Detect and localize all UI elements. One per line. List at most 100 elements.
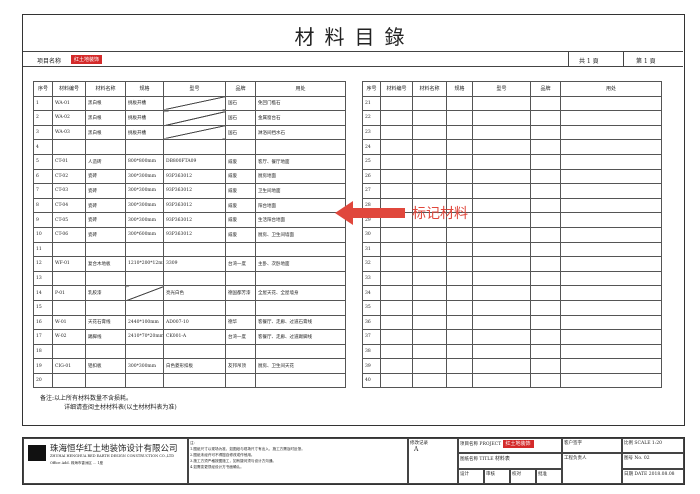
table-cell <box>380 95 413 112</box>
table-cell <box>560 153 662 170</box>
company-logo: 红土地装饰 <box>71 55 103 64</box>
table-cell <box>380 183 413 199</box>
table-cell <box>163 95 226 112</box>
table-cell <box>472 183 531 199</box>
table-cell <box>163 241 226 258</box>
table-cell <box>446 241 473 258</box>
table-cell: 3 <box>33 124 53 141</box>
table-cell <box>163 270 226 287</box>
table-cell: 15 <box>33 299 53 316</box>
column-header: 材料编号 <box>380 81 413 97</box>
table-row: 9 CT-05 瓷砖 300*300mm 93P363012 威俊 生活阳台地面 <box>33 212 346 228</box>
table-cell: 复合木地板 <box>85 256 126 272</box>
table-cell <box>163 372 226 389</box>
table-cell <box>560 314 662 331</box>
table-cell <box>412 124 447 141</box>
table-cell: 25 <box>362 153 381 170</box>
page-number: 第 1 頁 <box>623 51 668 67</box>
design-cell: 设计 <box>458 469 484 484</box>
table-cell <box>163 124 226 141</box>
table-cell <box>530 241 561 258</box>
scale-label: 比例 SCALE <box>624 441 651 446</box>
table-cell: WA-01 <box>52 95 86 112</box>
table-cell <box>412 299 447 316</box>
table-cell <box>560 212 662 228</box>
table-cell <box>446 124 473 141</box>
table-cell: 威俊 <box>225 226 256 243</box>
table-cell <box>380 256 413 272</box>
table-cell: 瓷砖 <box>85 212 126 228</box>
table-cell: 19 <box>33 358 53 374</box>
table-cell: CIG-01 <box>52 358 86 374</box>
table-row: 20 <box>33 372 346 389</box>
table-row: 28 <box>362 197 662 214</box>
table-cell: 挑板开槽 <box>125 110 164 126</box>
table-cell: 13 <box>33 270 53 287</box>
table-row: 29 <box>362 212 662 228</box>
table-cell: W-02 <box>52 329 86 345</box>
table-cell: 台湾一度 <box>225 256 256 272</box>
table-cell: 17 <box>33 329 53 345</box>
table-cell: 93P363012 <box>163 183 226 199</box>
table-cell <box>125 241 164 258</box>
company-name: 珠海恒华红土地装饰设计有限公司 <box>50 444 178 454</box>
annotation-label: 标记材料 <box>412 206 468 222</box>
table-cell <box>530 124 561 141</box>
table-cell: 800*800mm <box>125 153 164 170</box>
title-block: 珠海恒华红土地装饰设计有限公司 ZHUHAI HENGHUA RED EARTH… <box>22 437 685 485</box>
column-header: 序号 <box>33 81 53 97</box>
table-cell: DB800FTA09 <box>163 153 226 170</box>
table-cell: 34 <box>362 285 381 301</box>
table-cell <box>446 256 473 272</box>
table-cell <box>380 372 413 389</box>
table-cell <box>380 139 413 155</box>
table-row: 21 <box>362 95 662 112</box>
date-cell: 日期 DATE 2018.08.08 <box>622 469 684 484</box>
materials-table-left: 序号 材料编号 材料名称 规格 型号 品牌 用处 1 WA-01 黑白根 挑板开槽 国石 免回门槛石 2 W… <box>33 81 346 389</box>
table-cell <box>530 329 561 345</box>
table-cell <box>472 168 531 185</box>
table-cell <box>446 226 473 243</box>
table-cell <box>380 226 413 243</box>
table-row: 3 WA-03 黑白根 挑板开槽 国石 淋浴间挡水石 <box>33 124 346 141</box>
table-cell <box>560 110 662 126</box>
table-row: 14 P-01 乳胶漆 亮光白色 德国都芳漆 全屋天花、全屋墙身 <box>33 285 346 301</box>
table-cell <box>380 358 413 374</box>
table-row: 37 <box>362 329 662 345</box>
table-cell <box>412 95 447 112</box>
table-row: 26 <box>362 168 662 185</box>
project-name-cell: 项目名称 PROJECT 红土地装饰 <box>458 438 562 453</box>
table-cell <box>446 372 473 389</box>
document-frame: 材料目錄 项目名称 红土地装饰 共 1 頁 第 1 頁 <box>22 14 685 426</box>
table-cell: 生活阳台地面 <box>255 212 346 228</box>
table-cell: 厨房、卫生间天花 <box>255 358 346 374</box>
table-row: 17 W-02 踢脚线 2410*70*20mm CK001-A 台湾一度 客餐厅、走廊、过… <box>33 329 346 345</box>
table-cell <box>412 256 447 272</box>
table-cell <box>472 285 531 301</box>
revision-mark: A <box>414 446 419 453</box>
table-cell: 国石 <box>225 124 256 141</box>
table-cell: 威俊 <box>225 212 256 228</box>
table-cell: 全屋天花、全屋墙身 <box>255 285 346 301</box>
table-cell: 厨房、卫生间墙面 <box>255 226 346 243</box>
note-line: 3.施工方须严格按图施工，如有疑问须与设计方沟通。 <box>190 459 277 463</box>
table-cell <box>530 358 561 374</box>
table-cell <box>530 212 561 228</box>
table-cell: 5 <box>33 153 53 170</box>
table-row: 36 <box>362 314 662 331</box>
table-row: 11 <box>33 241 346 258</box>
table-row: 8 CT-04 瓷砖 300*300mm 93P363012 威俊 阳台地面 <box>33 197 346 214</box>
table-cell <box>560 270 662 287</box>
table-cell <box>412 343 447 360</box>
table-cell: 卫生间地面 <box>255 183 346 199</box>
table-cell <box>530 183 561 199</box>
table-cell: 瓷砖 <box>85 168 126 185</box>
engineer-cell: 工程负责人 <box>562 453 622 484</box>
table-cell: 2410*70*20mm <box>125 329 164 345</box>
table-cell <box>380 314 413 331</box>
table-cell: 18 <box>33 343 53 360</box>
table-cell: 300*300mm <box>125 168 164 185</box>
table-cell <box>412 372 447 389</box>
table-cell: 8 <box>33 197 53 214</box>
table-row: 32 <box>362 256 662 272</box>
